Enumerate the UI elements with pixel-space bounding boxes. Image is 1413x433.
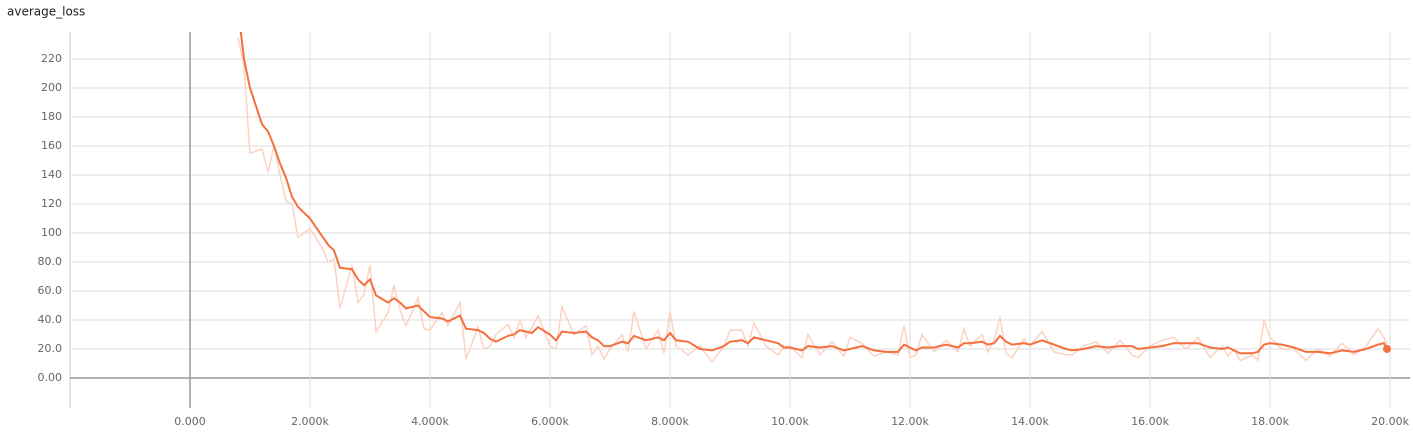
x-tick-label: 4.000k [411,415,449,428]
x-tick-label: 12.00k [891,415,929,428]
y-tick-label: 180 [41,110,62,123]
y-tick-label: 0.00 [38,371,63,384]
y-tick-label: 140 [41,168,62,181]
x-tick-label: 16.00k [1131,415,1169,428]
x-tick-label: 20.00k [1371,415,1409,428]
y-tick-label: 160 [41,139,62,152]
x-tick-label: 0.000 [174,415,206,428]
x-tick-label: 6.000k [531,415,569,428]
y-tick-label: 80.0 [38,255,63,268]
chart-title: average_loss [7,5,85,19]
y-tick-label: 100 [41,226,62,239]
y-tick-label: 20.0 [38,342,63,355]
x-tick-label: 2.000k [291,415,329,428]
x-tick-label: 10.00k [771,415,809,428]
y-tick-label: 40.0 [38,313,63,326]
y-tick-label: 60.0 [38,284,63,297]
plot-area [237,32,1388,364]
y-tick-label: 220 [41,52,62,65]
data-line [237,37,1388,364]
end-point [1383,344,1392,353]
y-tick-label: 120 [41,197,62,210]
data-line [239,32,1388,355]
y-tick-label: 200 [41,81,62,94]
x-tick-label: 8.000k [651,415,689,428]
x-tick-label: 14.00k [1011,415,1049,428]
x-tick-label: 18.00k [1251,415,1289,428]
